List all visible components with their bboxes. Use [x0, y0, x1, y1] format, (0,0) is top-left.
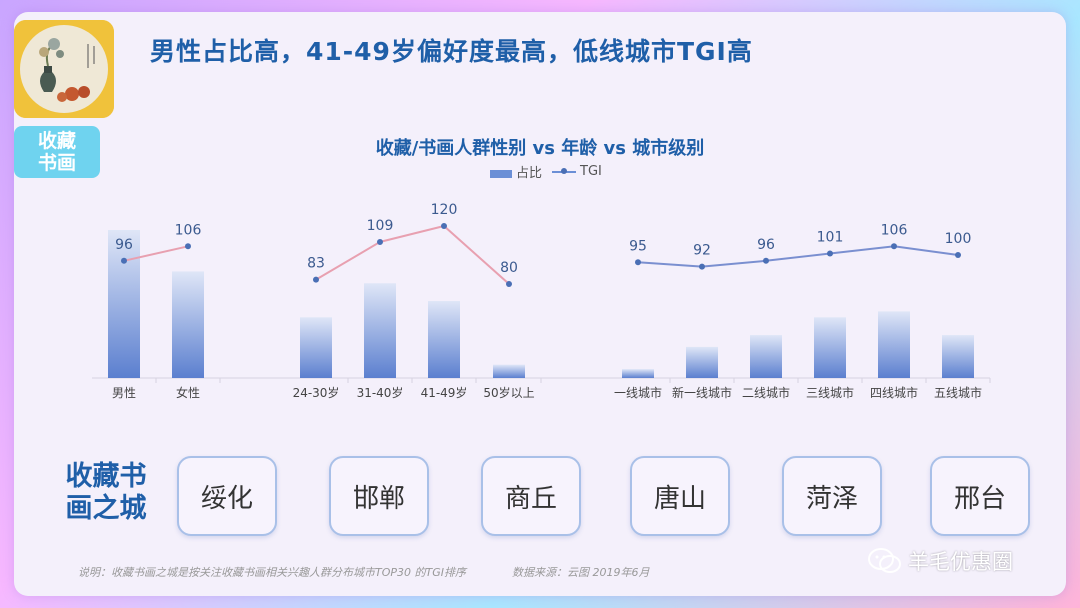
- logo-painting: [14, 20, 114, 118]
- city-name: 商丘: [504, 483, 557, 514]
- tgi-point: [313, 276, 319, 283]
- bar: [686, 346, 718, 378]
- watermark: 羊毛优惠圈: [868, 546, 1013, 576]
- tgi-data-label: 92: [693, 243, 711, 259]
- x-tick-label: 41-49岁: [421, 385, 468, 400]
- tgi-point: [891, 243, 897, 250]
- city-label-line-1: 收藏书: [65, 461, 147, 492]
- tgi-data-label: 96: [757, 237, 775, 253]
- data-source: 数据来源：云图 2019年6月: [512, 566, 650, 579]
- city-section-label: 收藏书 画之城: [56, 461, 156, 525]
- city-card: 绥化: [177, 456, 277, 536]
- x-tick-label: 50岁以上: [483, 385, 534, 400]
- wechat-icon: [868, 548, 901, 573]
- tgi-line: [637, 245, 959, 268]
- tgi-point: [955, 252, 961, 258]
- tgi-data-label: 106: [881, 222, 908, 238]
- legend-line-label: TGI: [580, 164, 602, 179]
- bar: [364, 283, 396, 378]
- tgi-data-label: 80: [500, 260, 518, 276]
- badge-line-2: 书画: [37, 152, 76, 174]
- city-card: 商丘: [481, 456, 581, 536]
- x-tick-label: 二线城市: [742, 385, 790, 400]
- x-tick-label: 31-40岁: [357, 385, 404, 400]
- tgi-line: [123, 245, 189, 262]
- watermark-text: 羊毛优惠圈: [908, 550, 1013, 574]
- city-card: 唐山: [630, 456, 730, 536]
- city-name: 菏泽: [805, 483, 858, 514]
- tgi-point: [185, 243, 191, 250]
- city-card: 邯郸: [329, 456, 429, 536]
- tgi-point: [827, 250, 833, 257]
- x-tick-label: 五线城市: [934, 385, 982, 400]
- tgi-data-label: 101: [817, 230, 844, 246]
- city-card: 菏泽: [782, 456, 882, 536]
- city-label-line-2: 画之城: [65, 493, 147, 524]
- city-name: 邢台: [953, 483, 1006, 514]
- city-name: 绥化: [200, 483, 253, 514]
- city-card: 邢台: [930, 456, 1030, 536]
- tgi-point: [441, 223, 447, 229]
- page-title: 男性占比高，41-49岁偏好度最高，低线城市TGI高: [150, 37, 753, 66]
- tgi-data-label: 120: [431, 202, 458, 218]
- bar: [493, 364, 525, 378]
- x-tick-label: 新一线城市: [672, 385, 732, 400]
- chart-legend: 占比 TGI: [490, 162, 602, 181]
- x-tick-label: 女性: [176, 385, 200, 400]
- category-badge: 收藏 书画: [14, 126, 100, 178]
- bar: [750, 335, 782, 378]
- legend-bar-label: 占比: [516, 166, 543, 181]
- badge-line-1: 收藏: [37, 130, 76, 152]
- legend-line-swatch: [552, 167, 577, 174]
- bar: [814, 317, 846, 378]
- tgi-data-label: 106: [175, 222, 202, 238]
- tgi-data-label: 96: [115, 237, 133, 253]
- bar: [942, 335, 974, 378]
- tgi-data-label: 100: [945, 231, 972, 247]
- footnote: 说明：收藏书画之城是按关注收藏书画相关兴趣人群分布城市TOP30 的TGI排序: [78, 566, 466, 579]
- chart-title: 收藏/书画人群性别 vs 年龄 vs 城市级别: [375, 138, 705, 159]
- tgi-point: [635, 259, 641, 266]
- tgi-point: [121, 257, 127, 264]
- x-tick-label: 三线城市: [806, 385, 854, 400]
- legend-item-line: TGI: [552, 164, 602, 179]
- tgi-point: [377, 238, 383, 245]
- tgi-data-label: 95: [629, 238, 647, 254]
- x-tick-label: 男性: [112, 386, 136, 400]
- city-name: 唐山: [653, 483, 706, 514]
- tgi-line: [315, 224, 510, 285]
- bar: [428, 301, 460, 378]
- bar: [300, 317, 332, 378]
- legend-item-bar: 占比: [490, 162, 542, 181]
- tgi-data-label: 83: [307, 256, 325, 272]
- legend-bar-swatch: [490, 169, 512, 178]
- x-tick-label: 24-30岁: [293, 385, 340, 400]
- city-name: 邯郸: [352, 483, 405, 514]
- x-tick-label: 一线城市: [614, 385, 662, 400]
- tgi-point: [506, 281, 512, 287]
- bar: [108, 230, 140, 378]
- tgi-point: [699, 263, 705, 270]
- bar: [878, 311, 910, 378]
- x-tick-label: 四线城市: [870, 385, 918, 400]
- bar: [172, 271, 204, 378]
- tgi-data-label: 109: [367, 218, 394, 234]
- tgi-point: [763, 257, 769, 264]
- bar: [622, 369, 654, 378]
